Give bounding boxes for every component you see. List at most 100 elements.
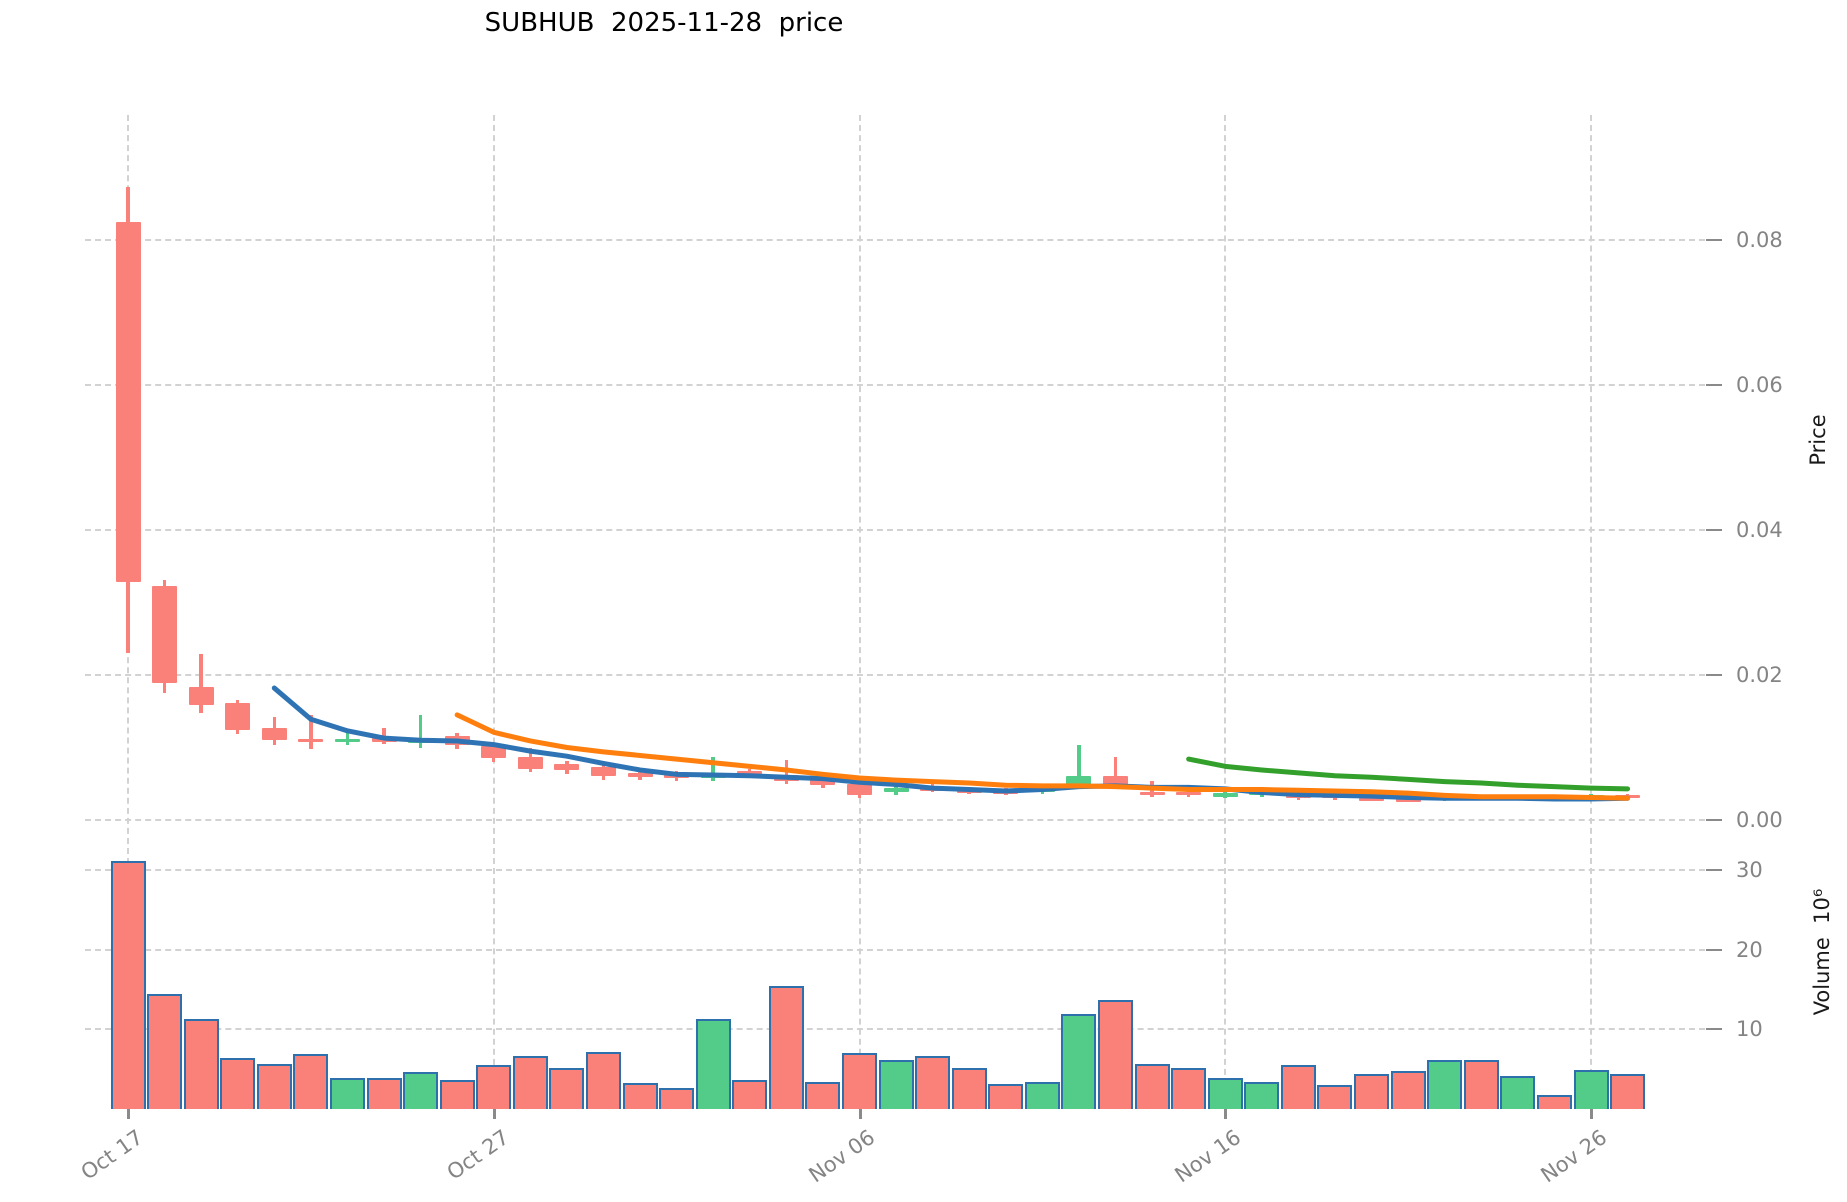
- volume-bar: [622, 1082, 658, 1109]
- volume-tick-label: 10: [1736, 1017, 1763, 1042]
- volume-bar: [512, 1056, 548, 1109]
- candle-down: [298, 738, 324, 742]
- candle-down: [1103, 775, 1129, 786]
- price-tick-label: 0.00: [1736, 808, 1783, 832]
- volume-gridline: [85, 1028, 1705, 1031]
- volume-bar: [1463, 1060, 1499, 1109]
- date-tick-mark: [1590, 1107, 1593, 1119]
- date-gridline: [1590, 115, 1592, 1105]
- volume-bar: [1061, 1014, 1097, 1109]
- candle-down: [737, 771, 763, 775]
- volume-bar: [1024, 1081, 1060, 1109]
- candle-down: [261, 727, 287, 741]
- volume-gridline: [85, 948, 1705, 951]
- volume-bar: [147, 994, 183, 1109]
- candle-down: [847, 784, 872, 796]
- date-tick-mark: [858, 1107, 862, 1119]
- price-gridline: [85, 239, 1705, 241]
- volume-bar: [220, 1058, 256, 1109]
- chart-title: SUBHUB 2025-11-28 price: [484, 8, 844, 38]
- ma5-line: [271, 685, 1631, 802]
- date-tick-mark: [127, 1107, 130, 1119]
- candle-wick: [345, 729, 350, 746]
- price-gridline: [85, 529, 1705, 531]
- candle-down: [225, 703, 251, 731]
- price-tick-label: 0.08: [1736, 228, 1783, 252]
- volume-bar: [695, 1019, 731, 1109]
- volume-bar: [805, 1081, 841, 1109]
- candle-down: [1176, 791, 1202, 796]
- volume-bar: [1536, 1094, 1572, 1109]
- volume-bar: [1280, 1065, 1316, 1109]
- price-tick-mark: [1706, 384, 1722, 386]
- volume-bar: [1171, 1068, 1207, 1109]
- volume-tick-label: 30: [1736, 858, 1763, 883]
- volume-bar: [1390, 1070, 1426, 1109]
- candle-down: [152, 585, 178, 683]
- candle-down: [1395, 798, 1421, 802]
- ma10-line: [454, 712, 1631, 801]
- volume-bar: [1427, 1059, 1463, 1109]
- volume-bar: [878, 1060, 914, 1109]
- volume-bar: [915, 1056, 951, 1109]
- date-gridline: [858, 115, 861, 1105]
- volume-bar: [110, 861, 146, 1109]
- volume-bar: [1134, 1064, 1170, 1109]
- volume-bar: [732, 1079, 768, 1109]
- volume-bar: [842, 1053, 877, 1109]
- candle-wick: [199, 653, 203, 713]
- volume-bar: [293, 1054, 329, 1109]
- date-tick-mark: [492, 1107, 496, 1119]
- price-tick-mark: [1706, 819, 1722, 821]
- candle-down: [115, 221, 141, 583]
- volume-bar: [329, 1077, 365, 1109]
- price-tick-mark: [1706, 529, 1722, 531]
- volume-bar: [659, 1087, 695, 1109]
- price-tick-mark: [1706, 239, 1722, 241]
- volume-bar: [366, 1077, 402, 1109]
- candle-down: [810, 779, 836, 786]
- date-gridline: [492, 115, 495, 1105]
- volume-bar: [1244, 1081, 1280, 1109]
- volume-bar: [1207, 1077, 1243, 1109]
- price-gridline: [85, 674, 1705, 676]
- volume-tick-mark: [1706, 1028, 1722, 1031]
- volume-bar: [1317, 1085, 1353, 1109]
- candle-down: [590, 767, 616, 777]
- volume-bar: [951, 1068, 987, 1109]
- volume-bar: [183, 1019, 219, 1109]
- candle-down: [188, 686, 214, 705]
- volume-bar: [256, 1064, 292, 1109]
- volume-bar: [585, 1052, 621, 1109]
- candle-wick: [309, 714, 313, 749]
- candle-up: [883, 788, 909, 793]
- volume-bar: [1354, 1073, 1390, 1109]
- candle-wick: [711, 756, 715, 781]
- price-tick-label: 0.06: [1736, 373, 1783, 397]
- date-tick-mark: [1224, 1107, 1228, 1119]
- volume-bar: [439, 1079, 475, 1109]
- candle-down: [481, 746, 507, 759]
- date-gridline: [1224, 115, 1227, 1105]
- candle-wick: [1077, 744, 1081, 789]
- volume-bar: [1610, 1073, 1646, 1109]
- volume-bar: [476, 1065, 512, 1109]
- volume-tick-label: 20: [1736, 937, 1763, 962]
- candle-down: [517, 756, 543, 769]
- candle-up: [334, 738, 360, 742]
- volume-bar: [549, 1067, 585, 1109]
- candle-wick: [418, 714, 423, 748]
- candle-down: [554, 764, 580, 770]
- candle-up: [1066, 775, 1092, 786]
- price-tick-label: 0.04: [1736, 518, 1783, 542]
- volume-tick-mark: [1706, 869, 1722, 872]
- candle-down: [1139, 791, 1165, 796]
- volume-bar: [1500, 1076, 1536, 1109]
- candle-down: [627, 772, 653, 778]
- volume-bar: [1098, 999, 1134, 1109]
- price-tick-mark: [1706, 674, 1722, 676]
- volume-bar: [768, 986, 804, 1109]
- candle-down: [1359, 797, 1385, 801]
